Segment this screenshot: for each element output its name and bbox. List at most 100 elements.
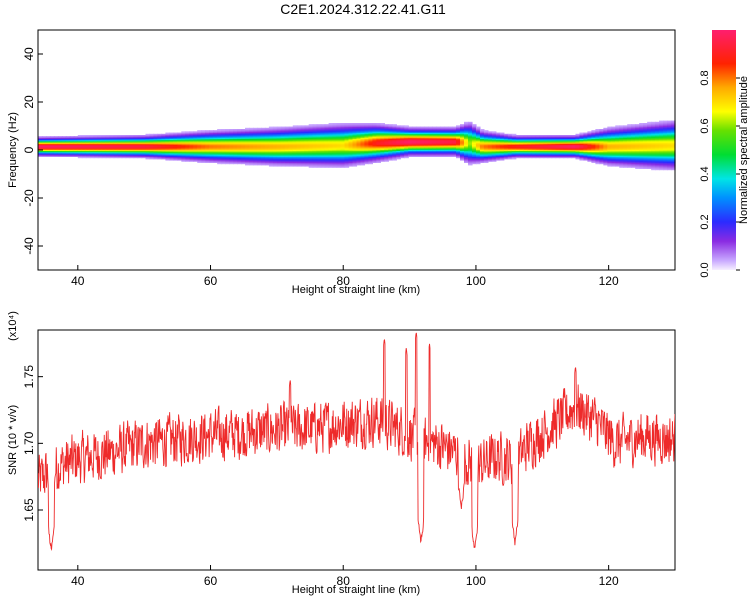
heatmap-cell (360, 142, 366, 144)
heatmap-cell (364, 153, 370, 155)
heatmap-cell (507, 153, 513, 155)
heatmap-cell (336, 123, 342, 125)
heatmap-cell (460, 142, 465, 144)
heatmap-cell (201, 143, 206, 145)
heatmap-cell (623, 157, 628, 160)
heatmap-cell (408, 143, 413, 145)
heatmap-cell (292, 148, 298, 150)
heatmap-cell (448, 144, 453, 147)
heatmap-cell (603, 143, 608, 145)
heatmap-cell (276, 130, 282, 132)
heatmap-cell (185, 157, 190, 160)
heatmap-cell (260, 132, 266, 135)
heatmap-cell (336, 162, 342, 165)
heatmap-cell (563, 138, 569, 141)
heatmap-cell (129, 137, 135, 139)
heatmap-cell (292, 133, 298, 136)
heatmap-cell (471, 129, 477, 131)
heatmap-cell (651, 127, 656, 130)
heatmap-cell (452, 136, 457, 138)
heatmap-cell (209, 155, 214, 157)
heatmap-cell (209, 141, 214, 143)
heatmap-cell (639, 139, 644, 142)
heatmap-cell (388, 129, 393, 131)
heatmap-cell (563, 135, 569, 137)
heatmap-cell (38, 136, 43, 138)
heatmap-cell (639, 124, 644, 126)
heatmap-cell (260, 148, 266, 150)
heatmap-cell (101, 148, 107, 150)
heatmap-cell (185, 144, 190, 147)
heatmap-cell (424, 147, 429, 149)
heatmap-cell (304, 147, 310, 149)
heatmap-cell (324, 131, 330, 133)
heatmap-cell (312, 149, 318, 151)
heatmap-cell (380, 135, 385, 137)
heatmap-cell (659, 154, 664, 156)
heatmap-cell (507, 135, 513, 137)
heatmap-cell (348, 130, 354, 132)
heatmap-cell (328, 125, 334, 127)
heatmap-cell (587, 157, 592, 160)
heatmap-cell (440, 150, 445, 153)
heatmap-cell (380, 149, 385, 151)
heatmap-cell (615, 143, 620, 145)
heatmap-cell (61, 153, 67, 155)
heatmap-cell (404, 147, 409, 149)
heatmap-cell (491, 139, 497, 142)
heatmap-cell (93, 153, 99, 155)
heatmap-cell (320, 156, 326, 159)
heatmap-cell (495, 153, 501, 155)
heatmap-cell (483, 139, 489, 142)
heatmap-cell (631, 127, 636, 130)
heatmap-cell (388, 133, 393, 136)
heatmap-cell (639, 129, 644, 131)
heatmap-cell (631, 124, 636, 126)
heatmap-cell (583, 132, 589, 135)
heatmap-cell (252, 144, 258, 147)
heatmap-cell (332, 153, 338, 155)
heatmap-cell (643, 155, 648, 157)
heatmap-cell (615, 126, 620, 129)
heatmap-cell (424, 145, 429, 148)
heatmap-cell (571, 149, 577, 151)
heatmap-cell (603, 151, 608, 154)
heatmap-cell (288, 139, 294, 142)
heatmap-cell (249, 129, 254, 131)
heatmap-cell (627, 125, 632, 127)
heatmap-cell (268, 161, 274, 163)
heatmap-cell (555, 135, 561, 137)
heatmap-cell (483, 160, 489, 162)
heatmap-cell (388, 124, 393, 126)
heatmap-cell (356, 139, 362, 142)
heatmap-cell (284, 126, 290, 129)
heatmap-cell (320, 145, 326, 148)
heatmap-cell (471, 124, 477, 126)
heatmap-cell (73, 147, 79, 149)
heatmap-cell (256, 139, 262, 142)
heatmap-cell (659, 123, 664, 125)
heatmap-cell (308, 147, 314, 149)
heatmap-cell (356, 151, 362, 154)
heatmap-cell (252, 139, 258, 142)
heatmap-cell (360, 156, 366, 159)
heatmap-cell (161, 148, 166, 150)
heatmap-cell (440, 138, 445, 141)
heatmap-cell (125, 155, 131, 157)
heatmap-cell (583, 141, 589, 143)
heatmap-cell (507, 137, 513, 139)
heatmap-cell (575, 151, 581, 154)
heatmap-cell (340, 157, 346, 160)
heatmap-cell (551, 138, 557, 141)
heatmap-cell (252, 157, 258, 160)
heatmap-cell (368, 142, 374, 144)
heatmap-cell (356, 126, 362, 129)
heatmap-cell (256, 142, 262, 144)
heatmap-cell (117, 135, 123, 137)
heatmap-cell (284, 163, 290, 166)
heatmap-cell (436, 142, 441, 144)
heatmap-cell (460, 126, 465, 129)
heatmap-cell (336, 136, 342, 138)
heatmap-cell (619, 149, 624, 151)
heatmap-cell (141, 137, 147, 139)
